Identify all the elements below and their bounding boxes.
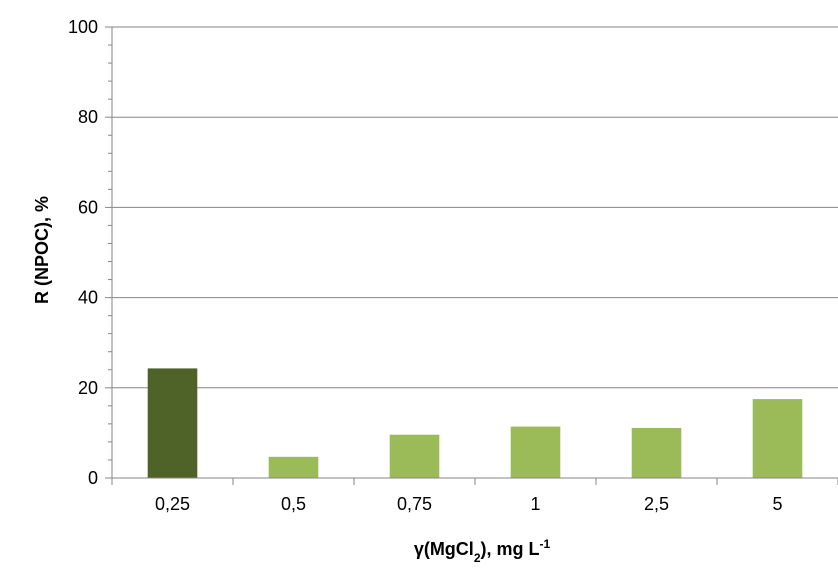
y-tick-label: 40 <box>78 288 98 308</box>
x-tick-labels: 0,25 0,5 0,75 1 2,5 5 <box>155 494 783 514</box>
x-axis-title-prefix: γ(MgCl <box>414 539 474 559</box>
y-tick-labels: 0 20 40 60 80 100 <box>68 17 98 488</box>
y-axis-title: R (NPOC), % <box>32 196 52 304</box>
x-tick-label: 1 <box>530 494 540 514</box>
x-tick-label: 2,5 <box>644 494 669 514</box>
x-axis-title-superscript: -1 <box>540 537 551 551</box>
x-tick-label: 0,5 <box>281 494 306 514</box>
bar-0-75 <box>389 434 440 478</box>
y-tick-label: 60 <box>78 197 98 217</box>
x-tick-label: 0,25 <box>155 494 190 514</box>
x-tick-label: 0,75 <box>397 494 432 514</box>
x-axis-title-middle: ), mg L <box>481 539 540 559</box>
x-axis-title-subscript: 2 <box>474 551 481 565</box>
y-tick-label: 100 <box>68 17 98 37</box>
y-tick-label: 80 <box>78 107 98 127</box>
bar-0-25 <box>147 368 198 478</box>
gridlines <box>112 26 838 389</box>
y-tick-label: 20 <box>78 378 98 398</box>
axes <box>105 26 838 485</box>
x-axis-title: γ(MgCl2), mg L-1 <box>414 537 551 565</box>
y-tick-label: 0 <box>88 468 98 488</box>
bar-0-5 <box>268 456 319 478</box>
bar-1 <box>510 426 561 478</box>
x-tick-label: 5 <box>772 494 782 514</box>
bar-5 <box>752 399 803 478</box>
bars <box>147 368 803 478</box>
bar-2-5 <box>631 427 682 478</box>
